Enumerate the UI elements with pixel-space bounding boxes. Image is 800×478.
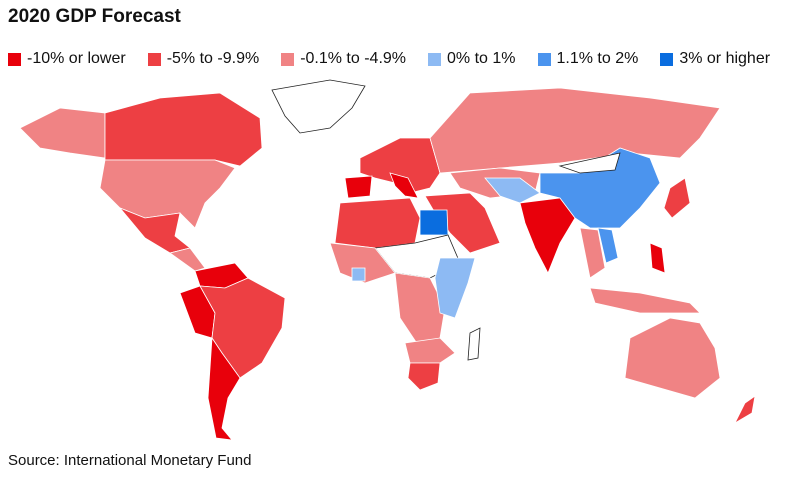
spain <box>344 175 373 199</box>
source: Source: International Monetary Fund <box>8 452 252 469</box>
russia <box>429 87 721 174</box>
ivory-coast <box>351 267 366 282</box>
legend-swatch <box>428 52 442 66</box>
argentina <box>207 336 241 441</box>
legend-item: -5% to -9.9% <box>147 50 260 68</box>
mongolia <box>558 152 621 174</box>
legend-item: 1.1% to 2% <box>537 50 639 68</box>
legend-item: 0% to 1% <box>428 50 516 68</box>
legend-label: -0.1% to -4.9% <box>300 50 407 67</box>
canada <box>104 92 263 167</box>
japan <box>663 177 691 219</box>
legend-label: 0% to 1% <box>447 50 516 67</box>
southeast-asia <box>579 227 606 279</box>
alaska <box>19 107 106 159</box>
europe <box>359 137 441 194</box>
china <box>539 147 661 229</box>
madagascar <box>467 327 481 361</box>
title: 2020 GDP Forecast <box>8 6 181 27</box>
mexico <box>119 207 191 254</box>
legend-label: 1.1% to 2% <box>556 50 639 67</box>
legend-swatch <box>8 52 21 66</box>
indonesia <box>589 287 701 314</box>
italy <box>389 172 419 199</box>
legend-swatch <box>281 52 295 66</box>
north-africa <box>334 197 421 249</box>
legend: -10% or lower -5% to -9.9% -0.1% to -4.9% 0… <box>8 50 770 68</box>
legend-label: 3% or higher <box>679 50 771 67</box>
southern-africa <box>404 337 456 364</box>
usa <box>99 159 236 229</box>
legend-label: -10% or lower <box>27 50 126 67</box>
philippines <box>649 242 666 274</box>
central-america <box>169 247 206 272</box>
legend-swatch <box>660 52 674 66</box>
west-africa <box>329 242 396 284</box>
legend-item: -10% or lower <box>8 50 126 68</box>
vietnam <box>597 227 619 264</box>
legend-item: 3% or higher <box>660 50 770 68</box>
east-africa <box>434 257 476 319</box>
legend-swatch <box>537 52 551 66</box>
south-africa <box>407 362 441 391</box>
legend-swatch <box>147 52 161 66</box>
egypt <box>419 209 449 236</box>
world-map <box>19 79 756 441</box>
new-zealand <box>734 395 756 425</box>
india <box>519 197 576 274</box>
legend-item: -0.1% to -4.9% <box>281 50 406 68</box>
legend-label: -5% to -9.9% <box>166 50 260 67</box>
iran-pakistan <box>484 177 541 204</box>
brazil <box>199 277 286 379</box>
australia <box>624 317 721 399</box>
greenland <box>271 79 366 134</box>
